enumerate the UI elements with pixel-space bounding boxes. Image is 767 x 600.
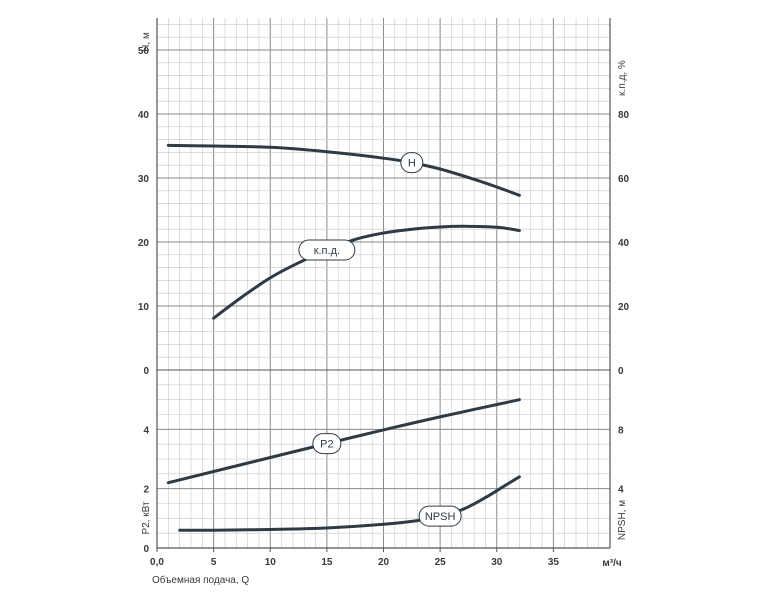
y-tick-label-efficiency: 60 [618,174,630,185]
series-tag-2: P2 [312,433,342,455]
y-tick-label-head: 50 [138,46,150,57]
y-tick-label-efficiency: 40 [618,238,630,249]
series-tag-label: NPSH [425,511,456,523]
x-axis-label: Объемная подача, Q [152,574,249,586]
series-tag-1: к.п.д. [298,239,356,261]
y-tick-label-power: 0 [143,544,149,555]
x-tick-label: 30 [491,557,503,568]
y-tick-label-power: 4 [143,425,149,436]
series-tag-box [312,433,342,455]
series-labels: Hк.п.д. P2 NPSH [298,152,462,527]
x-tick-label: 15 [321,557,333,568]
y-axis-label-head: Н, м [141,32,152,52]
x-tick-label: 35 [548,557,560,568]
x-axis-unit: м³/ч [602,558,622,569]
x-tick-label: 25 [435,557,447,568]
series-tag-box [298,239,356,261]
series-tag-box [400,152,424,174]
x-tick-label: 10 [265,557,277,568]
series-tag-3: NPSH [418,505,462,527]
y-tick-label-npsh: 8 [618,425,624,436]
x-tick-label: 20 [378,557,390,568]
series-tag-label: к.п.д. [314,245,340,257]
x-tick-label: 5 [211,557,217,568]
y-axis-label-efficiency: к.п.д, % [617,60,628,96]
series-tag-box [418,505,462,527]
series-line-1 [212,224,521,320]
chart-grid [156,18,611,549]
y-tick-label-head: 10 [138,302,150,313]
series-line-3 [178,475,521,532]
y-axis-label-npsh: NPSH, м [617,500,628,540]
y-tick-label-head: 30 [138,174,150,185]
y-tick-label-efficiency: 80 [618,110,630,121]
y-tick-label-efficiency: 20 [618,302,630,313]
series-tag-label: H [408,158,416,170]
y-tick-label-head: 0 [143,366,149,377]
x-tick-label: 0,0 [150,557,164,568]
series-group [166,143,521,532]
y-tick-label-npsh: 4 [618,485,624,496]
series-tag-label: P2 [320,439,333,451]
y-tick-label-efficiency: 0 [618,366,624,377]
y-tick-label-head: 40 [138,110,150,121]
series-tag-0: H [400,152,424,174]
chart-axes [156,18,611,552]
series-line-0 [166,143,521,197]
y-axis-label-power: P2, кВт [141,501,152,535]
y-tick-label-head: 20 [138,238,150,249]
series-line-2 [166,398,521,485]
y-tick-label-power: 2 [143,485,149,496]
tick-labels: 0,0 5 10 15 20 25 30 35 0 10 20 30 40 50 0 20 40 60 80 0 2 4 4… [138,46,630,568]
